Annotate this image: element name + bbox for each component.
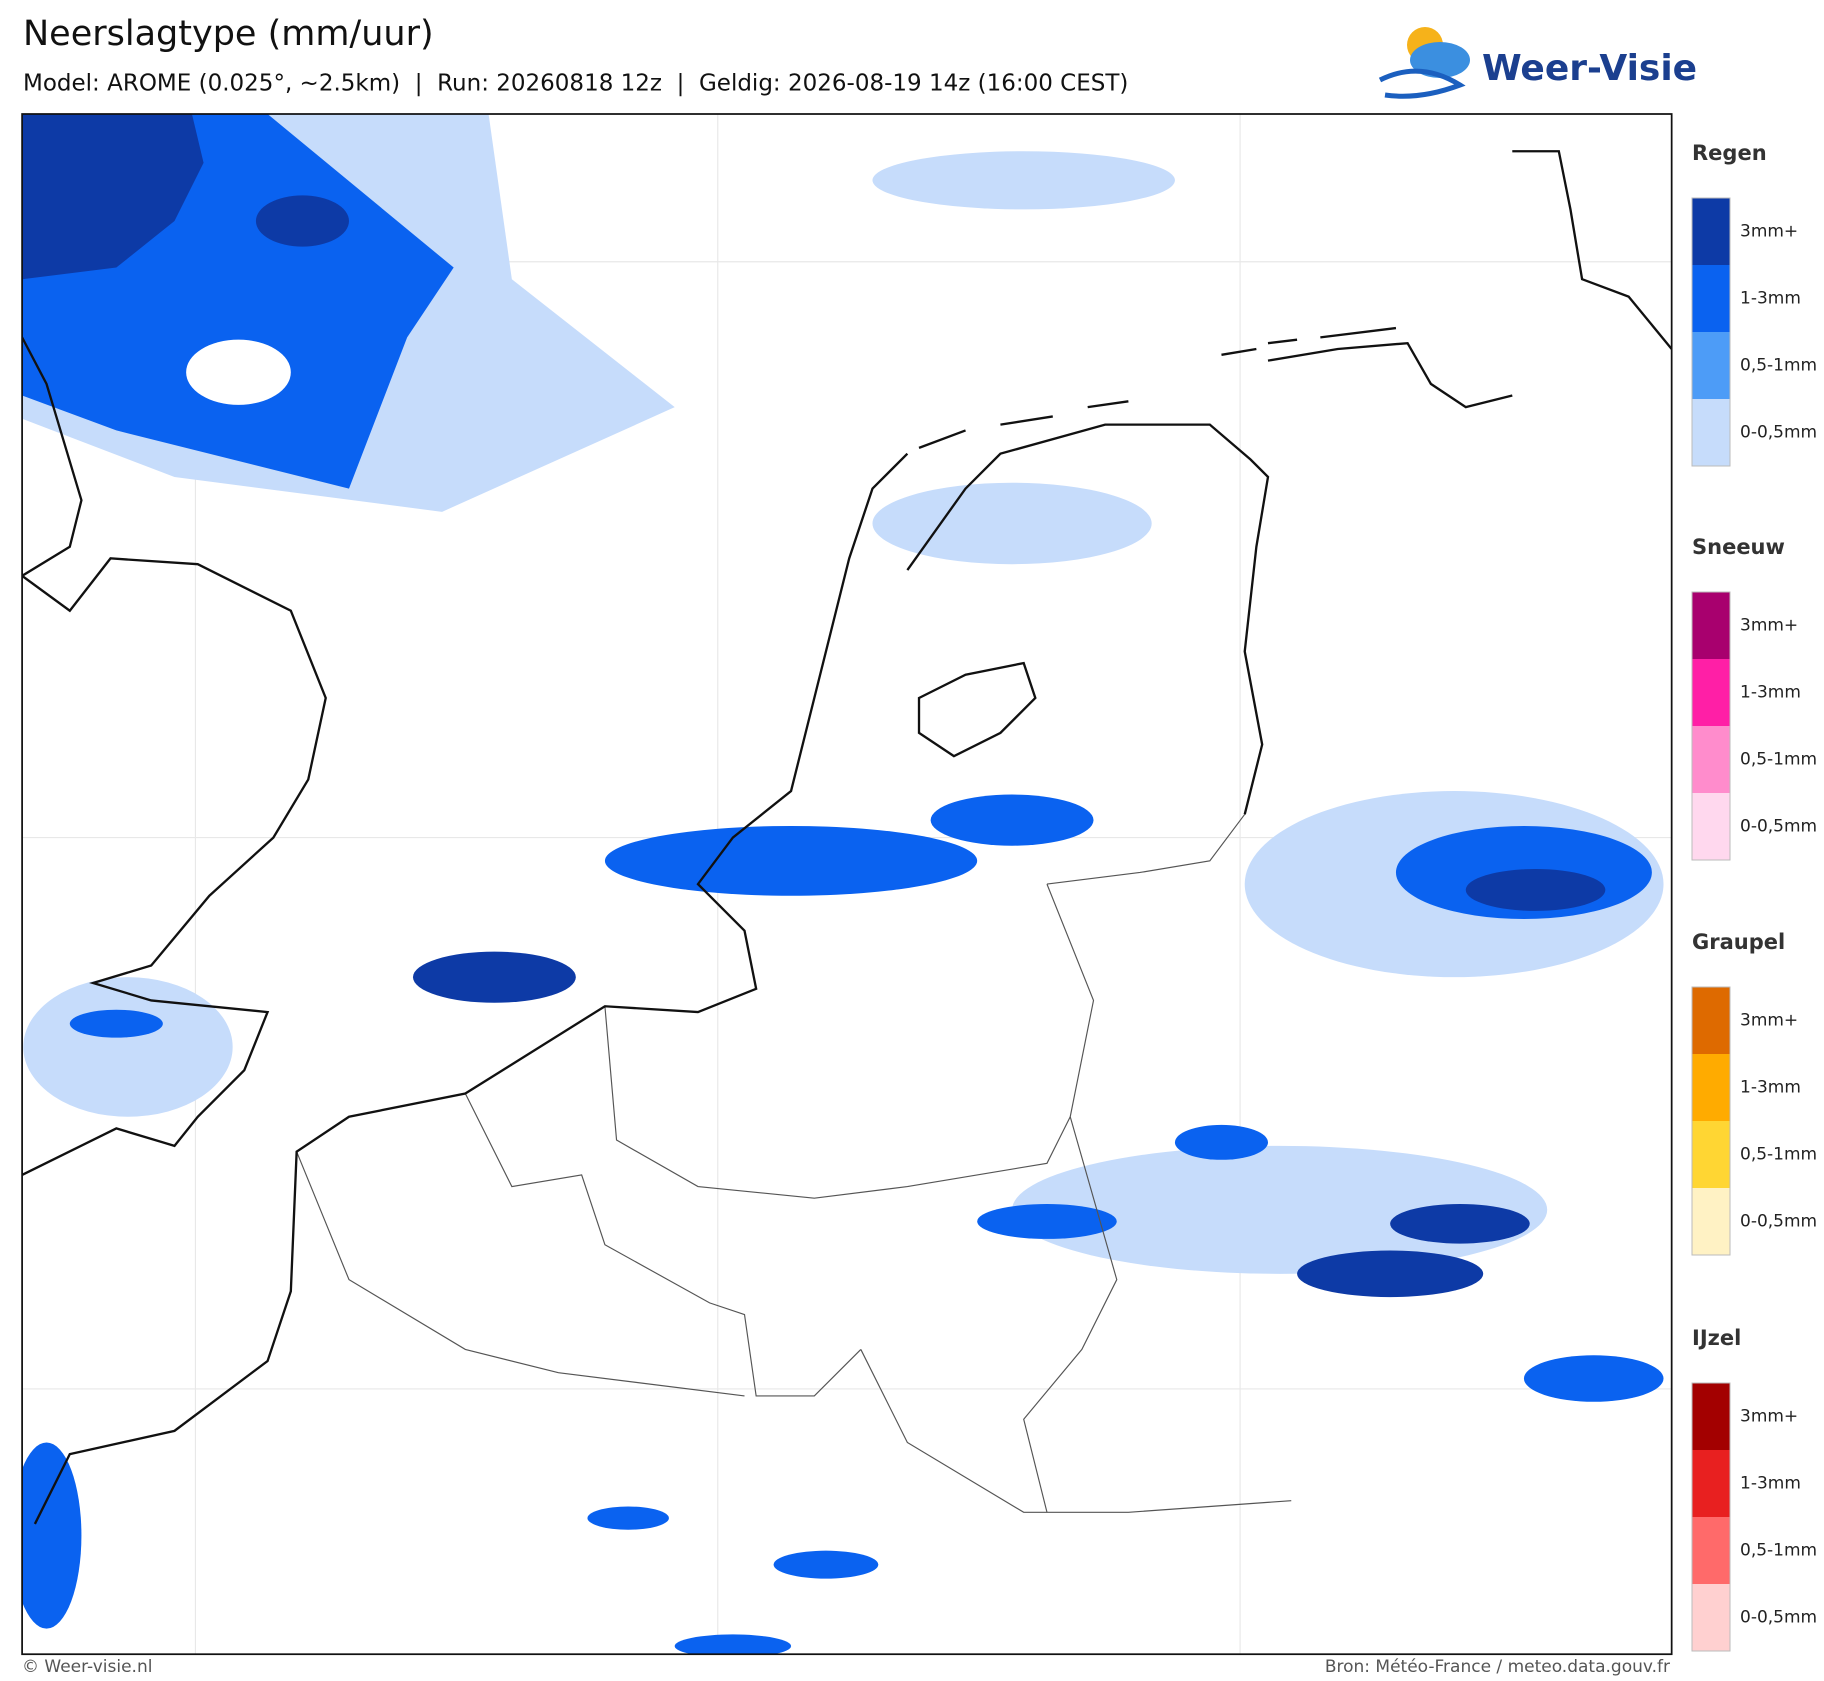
- legend-title: Regen: [1692, 141, 1767, 165]
- legend-swatch: [1692, 987, 1730, 1054]
- legend-swatch: [1692, 1450, 1730, 1517]
- legend-swatch-frame: [1691, 1382, 1731, 1652]
- legend-swatch: [1692, 793, 1730, 860]
- legend-label: 0-0,5mm: [1740, 423, 1817, 443]
- legend-swatch: [1692, 1054, 1730, 1121]
- legend-swatch: [1692, 265, 1730, 332]
- legend-label: 0,5-1mm: [1740, 750, 1817, 770]
- legend-label: 3mm+: [1740, 1407, 1798, 1427]
- logo-wave: [1378, 68, 1466, 99]
- legend-swatch: [1692, 399, 1730, 466]
- legend-swatch: [1692, 659, 1730, 726]
- legend-swatch: [1692, 1121, 1730, 1188]
- legend-label: 3mm+: [1740, 616, 1798, 636]
- legend-label: 1-3mm: [1740, 289, 1801, 309]
- legend-label: 0,5-1mm: [1740, 356, 1817, 376]
- legend-swatch: [1692, 592, 1730, 659]
- legend-label: 0,5-1mm: [1740, 1145, 1817, 1165]
- logo-cloud: [1410, 42, 1470, 78]
- map-frame: [21, 113, 1673, 1656]
- logo: Weer-Visie: [1378, 27, 1697, 99]
- legend-swatch: [1692, 726, 1730, 793]
- legend-title: Sneeuw: [1692, 535, 1785, 559]
- legend-label: 0-0,5mm: [1740, 817, 1817, 837]
- title: Neerslagtype (mm/uur): [23, 14, 434, 54]
- legend-label: 0-0,5mm: [1740, 1212, 1817, 1232]
- legend-swatch: [1692, 1188, 1730, 1255]
- legend-swatch: [1692, 332, 1730, 399]
- footer-left: © Weer-visie.nl: [22, 1657, 152, 1677]
- legend-swatch-frame: [1691, 591, 1731, 861]
- legend-swatch: [1692, 198, 1730, 265]
- legend-swatch-frame: [1691, 986, 1731, 1256]
- legend-label: 3mm+: [1740, 1011, 1798, 1031]
- legend-label: 0-0,5mm: [1740, 1608, 1817, 1628]
- legend-swatch-frame: [1691, 197, 1731, 467]
- legend-label: 1-3mm: [1740, 683, 1801, 703]
- legend-swatch: [1692, 1517, 1730, 1584]
- map-content: [22, 114, 1672, 1655]
- subtitle: Model: AROME (0.025°, ~2.5km) | Run: 202…: [23, 71, 1128, 97]
- map: [21, 113, 1673, 1656]
- legend-label: 3mm+: [1740, 222, 1798, 242]
- borders: [296, 813, 1292, 1513]
- legend-swatch: [1692, 1584, 1730, 1651]
- legend-label: 1-3mm: [1740, 1474, 1801, 1494]
- legend-title: IJzel: [1692, 1326, 1741, 1350]
- legend-swatch: [1692, 1383, 1730, 1450]
- footer-right: Bron: Météo-France / meteo.data.gouv.fr: [1325, 1657, 1670, 1677]
- logo-text: Weer-Visie: [1482, 48, 1697, 89]
- legend-label: 1-3mm: [1740, 1078, 1801, 1098]
- precipitation: [22, 114, 1664, 1655]
- legend: Regen 3mm+ 1-3mm 0,5-1mm 0-0,5mm Sneeuw 3mm+ 1-…: [1691, 141, 1817, 1652]
- coastlines: [22, 150, 1672, 1525]
- legend-title: Graupel: [1692, 930, 1785, 954]
- legend-label: 0,5-1mm: [1740, 1541, 1817, 1561]
